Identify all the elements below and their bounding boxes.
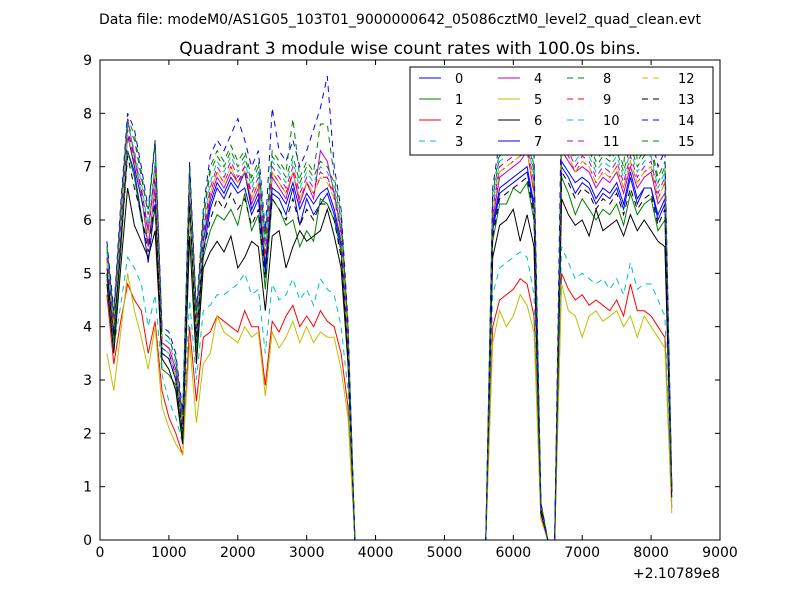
y-tick-label: 9 <box>83 53 92 69</box>
plot-frame <box>99 59 721 541</box>
legend-label-3: 3 <box>455 135 463 150</box>
legend-label-11: 11 <box>603 135 620 150</box>
y-tick-label: 5 <box>83 266 92 282</box>
x-offset-label: +2.10789e8 <box>633 566 720 582</box>
series-lines <box>106 75 673 540</box>
legend-label-5: 5 <box>534 93 542 108</box>
legend-label-8: 8 <box>603 72 611 87</box>
legend-label-13: 13 <box>678 93 695 108</box>
legend-label-0: 0 <box>455 72 463 87</box>
legend-label-7: 7 <box>534 135 542 150</box>
series-line-8 <box>106 123 673 540</box>
axis-ticks <box>99 59 721 541</box>
y-tick-label: 1 <box>83 480 92 496</box>
y-tick-label: 6 <box>83 213 92 229</box>
legend-label-2: 2 <box>455 114 463 129</box>
x-tick-label: 8000 <box>633 545 669 561</box>
legend-label-9: 9 <box>603 93 611 108</box>
legend-label-6: 6 <box>534 114 542 129</box>
x-tick-label: 0 <box>96 545 105 561</box>
x-tick-label: 1000 <box>151 545 187 561</box>
series-line-4 <box>106 118 673 540</box>
series-line-6 <box>106 187 673 540</box>
legend-label-1: 1 <box>455 93 463 108</box>
legend-label-12: 12 <box>678 72 695 87</box>
axis-tick-labels: 0 1000 2000 3000 4000 5000 6000 7000 8000 9000012… <box>83 53 738 561</box>
y-tick-label: 7 <box>83 160 92 176</box>
x-tick-label: 2000 <box>220 545 256 561</box>
series-line-5 <box>106 273 673 540</box>
legend-label-4: 4 <box>534 72 542 87</box>
legend-label-15: 15 <box>678 135 695 150</box>
x-tick-label: 7000 <box>564 545 600 561</box>
series-line-2 <box>106 273 673 540</box>
legend-box <box>409 66 714 156</box>
y-tick-label: 0 <box>83 533 92 549</box>
x-tick-label: 5000 <box>427 545 463 561</box>
legend-label-10: 10 <box>603 114 620 129</box>
series-line-12 <box>106 134 673 540</box>
chart-title: Quadrant 3 module wise count rates with … <box>179 39 640 59</box>
series-line-3 <box>106 246 673 540</box>
series-line-13 <box>106 155 673 540</box>
x-tick-label: 4000 <box>358 545 394 561</box>
series-line-10 <box>106 123 673 540</box>
y-tick-label: 8 <box>83 106 92 122</box>
x-tick-label: 3000 <box>289 545 325 561</box>
legend-label-14: 14 <box>678 114 695 129</box>
y-tick-label: 2 <box>83 426 92 442</box>
x-tick-label: 9000 <box>702 545 738 561</box>
data-file-label: Data file: modeM0/AS1G05_103T01_90000006… <box>99 12 701 28</box>
series-line-11 <box>106 129 673 540</box>
x-tick-label: 6000 <box>496 545 532 561</box>
series-line-7 <box>106 134 673 540</box>
y-tick-label: 3 <box>83 373 92 389</box>
y-tick-label: 4 <box>83 320 92 336</box>
